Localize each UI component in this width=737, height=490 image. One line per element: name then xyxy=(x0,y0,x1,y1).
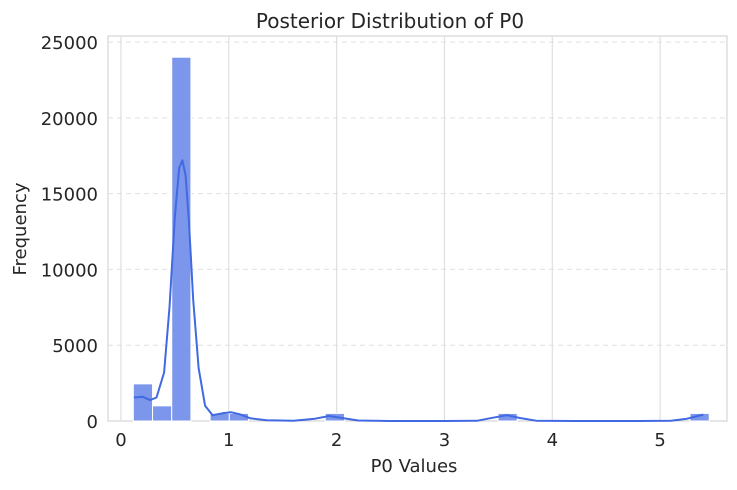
bars-layer xyxy=(132,56,710,422)
y-tick-label: 25000 xyxy=(41,33,98,54)
x-tick-label: 1 xyxy=(223,430,234,451)
x-tick-label: 3 xyxy=(439,430,450,451)
y-tick-label: 15000 xyxy=(41,185,98,206)
histogram-bar xyxy=(152,405,173,422)
chart-title: Posterior Distribution of P0 xyxy=(256,9,524,33)
y-tick-label: 5000 xyxy=(52,336,98,357)
histogram-bar xyxy=(132,383,154,422)
x-tick-label: 0 xyxy=(115,430,126,451)
y-tick-label: 0 xyxy=(87,412,98,433)
x-tick-label: 2 xyxy=(331,430,342,451)
kde-line xyxy=(133,159,704,422)
x-tick-label: 5 xyxy=(654,430,665,451)
x-axis-label: P0 Values xyxy=(371,456,458,477)
grid-layer xyxy=(107,35,728,422)
x-tick-label: 4 xyxy=(547,430,558,451)
plot-frame xyxy=(107,35,728,422)
histogram-bar xyxy=(171,56,192,422)
y-tick-label: 10000 xyxy=(41,260,98,281)
y-axis-label: Frequency xyxy=(10,182,31,275)
ticks-layer: 0 1 2 3 4 5 0 5000 10000 15000 20000 25000 xyxy=(41,33,666,451)
y-tick-label: 20000 xyxy=(41,109,98,130)
kde-layer xyxy=(133,159,704,422)
